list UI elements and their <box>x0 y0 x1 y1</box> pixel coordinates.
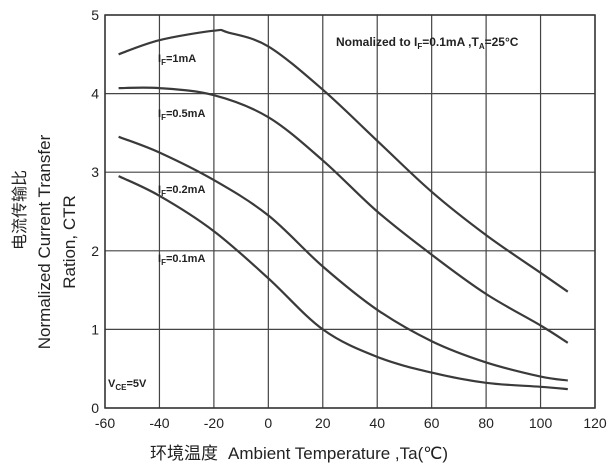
x-tick-label: 60 <box>424 415 440 431</box>
x-tick-label: -60 <box>95 415 115 431</box>
plot-frame <box>104 14 596 409</box>
series-label: IF=0.2mA <box>158 184 205 198</box>
series-line-0p2mA <box>118 135 568 382</box>
x-tick-label: 20 <box>315 415 331 431</box>
normalization-note: Nomalized to IF=0.1mA ,TA=25°C <box>336 35 519 51</box>
grid <box>104 14 596 409</box>
x-tick-label: -20 <box>204 415 224 431</box>
y-tick-label: 5 <box>91 7 99 23</box>
y-axis-label-en-line1: Normalized Current Transfer <box>35 134 54 349</box>
series-labels: IF=1mA IF=0.5mA IF=0.2mA IF=0.1mA <box>158 53 205 267</box>
y-axis-label-cn: 电流传输比 <box>11 170 29 250</box>
series-line-0p1mA <box>118 175 568 391</box>
x-axis-ticks: -60 -40 -20 0 20 40 60 80 100 120 <box>95 415 607 431</box>
series-label: IF=0.5mA <box>158 108 205 122</box>
series-line-0p5mA <box>118 86 569 344</box>
y-tick-label: 4 <box>91 86 99 102</box>
x-tick-label: 100 <box>529 415 553 431</box>
y-axis-ticks: 0 1 2 3 4 5 <box>91 7 99 416</box>
series-line-1mA <box>118 28 569 293</box>
x-axis-label: 环境温度 Ambient Temperature ,Ta(℃) <box>150 444 448 463</box>
series-group <box>118 28 569 391</box>
vce-condition-label: VCE=5V <box>108 378 147 392</box>
y-tick-label: 2 <box>91 243 99 259</box>
y-tick-label: 0 <box>91 400 99 416</box>
x-tick-label: 80 <box>478 415 494 431</box>
x-tick-label: 40 <box>369 415 385 431</box>
x-tick-label: 0 <box>264 415 272 431</box>
y-tick-label: 3 <box>91 164 99 180</box>
series-label: IF=0.1mA <box>158 253 205 267</box>
x-tick-label: -40 <box>149 415 169 431</box>
series-label: IF=1mA <box>158 53 196 67</box>
y-axis-label-en-line2: Ration, CTR <box>60 195 79 289</box>
x-tick-label: 120 <box>583 415 607 431</box>
y-tick-label: 1 <box>91 321 99 337</box>
